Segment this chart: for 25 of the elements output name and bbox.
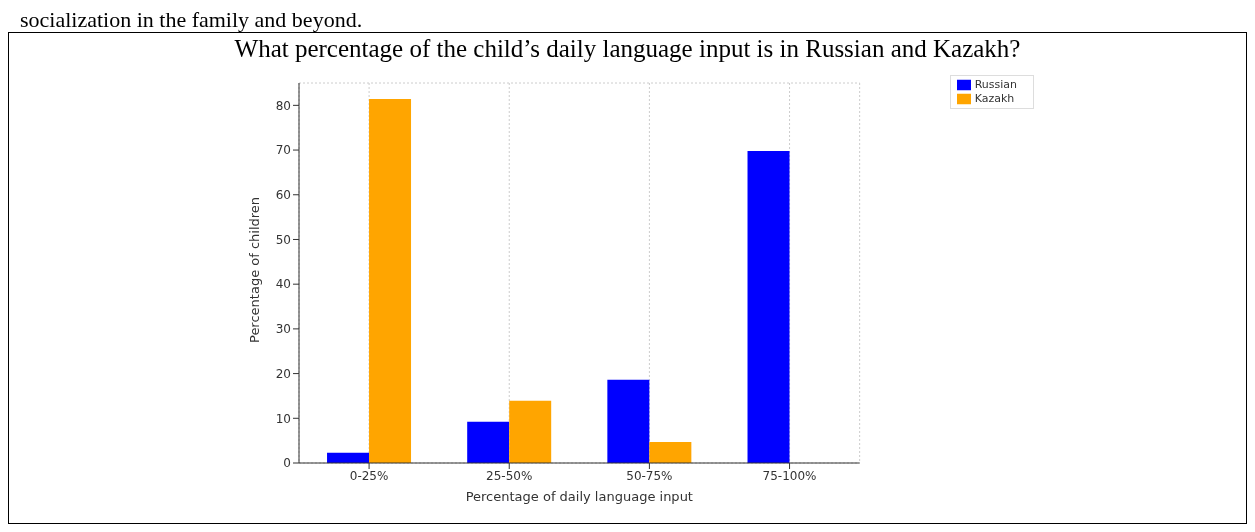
y-tick-label: 60: [275, 188, 291, 203]
y-tick-label: 0: [283, 456, 291, 471]
bar: [509, 400, 552, 463]
bar: [607, 379, 650, 463]
legend-label: Russian: [974, 78, 1017, 91]
y-tick-label: 20: [275, 366, 291, 381]
x-tick-label: 25-50%: [486, 468, 533, 483]
bar: [369, 99, 412, 463]
y-tick-label: 40: [275, 277, 291, 292]
y-tick-label: 80: [275, 98, 291, 113]
text: socialization in the family and beyond.: [20, 7, 364, 32]
bar: [467, 421, 510, 463]
x-tick-label: 50-75%: [626, 468, 673, 483]
x-tick-label: 75-100%: [762, 468, 817, 483]
y-tick-label: 30: [275, 322, 291, 337]
y-tick-label: 50: [275, 232, 291, 247]
x-axis-title: Percentage of daily language input: [465, 489, 693, 504]
legend-label: Kazakh: [974, 92, 1015, 105]
bar: [747, 150, 790, 463]
y-tick-label: 70: [275, 143, 291, 158]
y-axis-title: Percentage of children: [246, 196, 262, 343]
x-tick-label: 0-25%: [349, 468, 389, 483]
bar: [649, 441, 692, 463]
y-tick-label: 10: [275, 411, 291, 426]
chart-title: What percentage of the child’s daily language input is in Russian and Kazakh?: [233, 35, 1022, 63]
